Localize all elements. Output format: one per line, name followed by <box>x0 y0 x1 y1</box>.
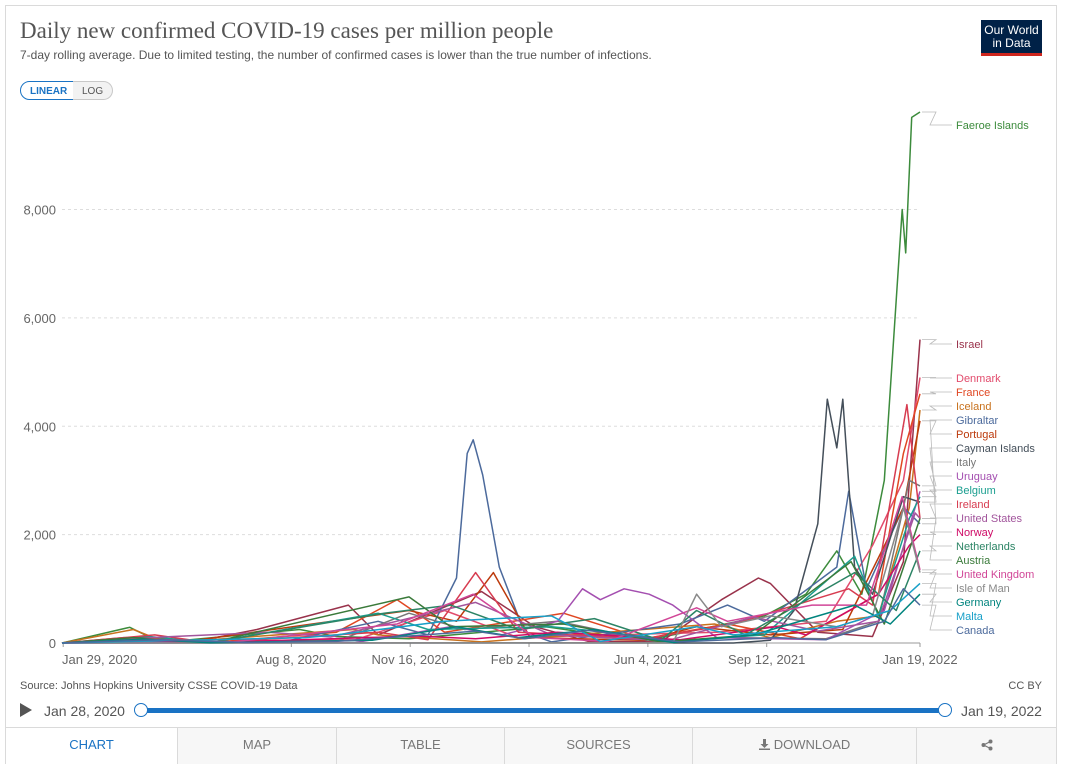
series-label[interactable]: Ireland <box>956 499 990 511</box>
series-label[interactable]: Austria <box>956 555 991 567</box>
tab-label: SOURCES <box>566 737 631 752</box>
series-label[interactable]: United Kingdom <box>956 569 1034 581</box>
label-connector <box>922 405 952 411</box>
series-line-gibraltar[interactable] <box>61 439 921 644</box>
label-connector <box>922 391 952 395</box>
timeline-start-label: Jan 28, 2020 <box>44 703 125 719</box>
log-scale-button[interactable]: LOG <box>73 81 114 100</box>
y-tick-label: 4,000 <box>23 419 56 434</box>
tab-label: CHART <box>69 737 114 752</box>
series-label[interactable]: Cayman Islands <box>956 443 1035 455</box>
label-connector <box>922 518 952 561</box>
tab-table[interactable]: TABLE <box>337 728 505 764</box>
download-icon <box>758 739 770 750</box>
chart-title: Daily new confirmed COVID-19 cases per m… <box>20 18 554 43</box>
series-label[interactable]: Uruguay <box>956 471 998 483</box>
y-tick-label: 2,000 <box>23 528 56 543</box>
label-connector <box>922 545 952 552</box>
logo-line1: Our World <box>984 23 1039 37</box>
series-label[interactable]: Malta <box>956 611 984 623</box>
series-label[interactable]: Israel <box>956 339 983 351</box>
y-tick-label: 6,000 <box>23 311 56 326</box>
tab-map[interactable]: MAP <box>178 728 337 764</box>
x-tick-label: Sep 12, 2021 <box>728 652 805 667</box>
series-label[interactable]: Gibraltar <box>956 415 999 427</box>
label-connector <box>922 572 952 589</box>
label-connector <box>922 583 952 617</box>
tab-label: MAP <box>242 737 272 752</box>
series-label[interactable]: Denmark <box>956 373 1001 385</box>
tab-download[interactable]: DOWNLOAD <box>693 728 917 764</box>
timeline-end-handle[interactable] <box>938 703 952 717</box>
x-tick-label: Jan 19, 2022 <box>882 652 957 667</box>
series-label[interactable]: Italy <box>956 457 977 469</box>
label-connector <box>922 489 952 498</box>
label-connector <box>922 111 952 126</box>
label-connector <box>922 604 952 631</box>
series-label[interactable]: Portugal <box>956 429 997 441</box>
owid-logo[interactable]: Our World in Data <box>981 20 1042 56</box>
tab-share[interactable] <box>917 728 1056 764</box>
series-line-canada[interactable] <box>61 588 921 644</box>
label-connector <box>922 447 952 503</box>
timeline-end-label: Jan 19, 2022 <box>961 703 1042 719</box>
timeline-start-handle[interactable] <box>134 703 148 717</box>
series-label[interactable]: Faeroe Islands <box>956 120 1029 132</box>
x-tick-label: Nov 16, 2020 <box>372 652 449 667</box>
series-label[interactable]: Norway <box>956 527 994 539</box>
series-label[interactable]: Germany <box>956 597 1002 609</box>
series-line-malta[interactable] <box>61 582 921 644</box>
label-connector <box>922 377 952 379</box>
series-label[interactable]: United States <box>956 513 1023 525</box>
x-tick-label: Aug 8, 2020 <box>256 652 326 667</box>
series-line-isle-of-man[interactable] <box>61 506 921 644</box>
series-label[interactable]: France <box>956 387 990 399</box>
tab-bar: CHART MAP TABLE SOURCES DOWNLOAD <box>6 727 1056 764</box>
series-label[interactable]: Iceland <box>956 401 991 413</box>
label-connector <box>922 420 952 435</box>
y-tick-label: 8,000 <box>23 203 56 218</box>
label-connector <box>922 503 952 519</box>
series-label[interactable]: Belgium <box>956 485 996 497</box>
tab-sources[interactable]: SOURCES <box>505 728 693 764</box>
share-icon <box>981 739 992 751</box>
series-line-israel[interactable] <box>61 339 921 644</box>
x-tick-label: Feb 24, 2021 <box>491 652 568 667</box>
label-connector <box>922 531 952 535</box>
play-button[interactable] <box>20 703 32 717</box>
label-connector <box>922 419 952 525</box>
y-tick-label: 0 <box>49 636 56 651</box>
tab-label: TABLE <box>400 737 441 752</box>
label-connector <box>922 339 952 345</box>
label-connector <box>922 569 952 575</box>
timeline-track[interactable] <box>141 708 945 713</box>
series-label[interactable]: Netherlands <box>956 541 1016 553</box>
line-chart: 0 2,000 4,000 6,000 8,000 Jan 29, 2020 Aug 8,… <box>23 111 1035 667</box>
tab-label: DOWNLOAD <box>773 737 851 752</box>
series-line-germany[interactable] <box>61 593 921 644</box>
source-note: Source: Johns Hopkins University CSSE CO… <box>20 680 298 692</box>
chart-subtitle: 7-day rolling average. Due to limited te… <box>20 48 652 62</box>
label-connector <box>922 475 952 492</box>
label-connector <box>922 461 952 487</box>
x-tick-label: Jan 29, 2020 <box>62 652 137 667</box>
license-link[interactable]: CC BY <box>1008 680 1042 692</box>
series-label[interactable]: Isle of Man <box>956 583 1010 595</box>
label-connector <box>922 593 952 603</box>
series-label[interactable]: Canada <box>956 625 995 637</box>
x-tick-label: Jun 4, 2021 <box>614 652 682 667</box>
tab-chart[interactable]: CHART <box>6 728 178 764</box>
series-line-faeroe-islands[interactable] <box>61 111 921 644</box>
series-line-denmark[interactable] <box>61 377 921 644</box>
logo-line2: in Data <box>992 36 1031 50</box>
